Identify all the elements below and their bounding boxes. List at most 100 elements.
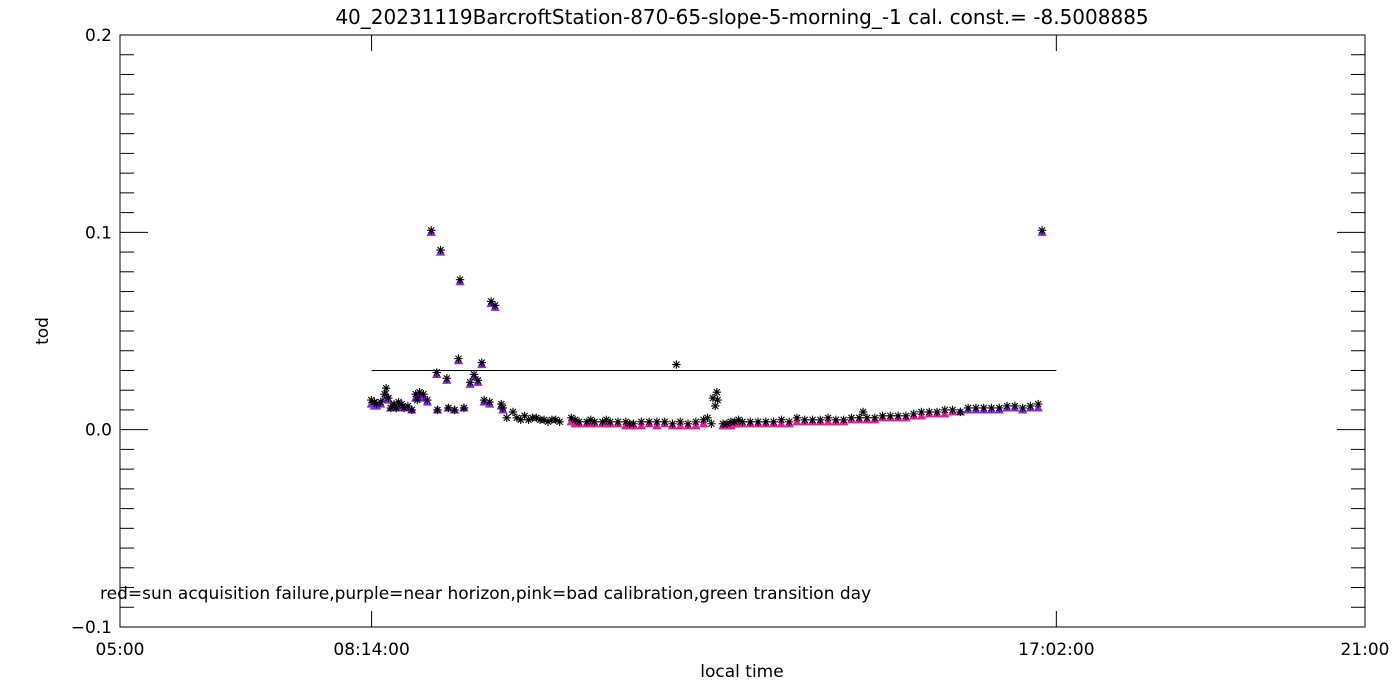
data-point-all [407,405,416,415]
data-point-all [956,407,965,417]
data-point-all [520,411,529,421]
data-point-all [555,417,564,426]
data-point-all [598,417,607,426]
data-point-all [1033,399,1043,409]
data-point-all [753,417,763,426]
data-point-all [367,395,376,405]
data-point-all [543,417,553,426]
data-point-all [539,415,549,424]
data-point-all [399,403,409,413]
data-point-all [376,397,385,407]
data-point-all [668,419,677,428]
data-point-all [862,413,872,423]
data-point-all [995,403,1004,413]
data-point-all [761,417,771,426]
data-point-all [971,403,981,413]
data-point-all [516,415,525,424]
data-point-all [738,417,747,426]
y-tick-label: 0.2 [85,26,112,46]
data-point-all [792,413,802,423]
data-point-all [909,409,918,419]
data-point-all [722,419,732,428]
data-point-all [498,403,508,413]
data-point-all [839,415,848,424]
data-point-all [571,415,580,424]
data-point-all [389,399,399,409]
data-point-all [459,403,469,413]
data-point-all [427,226,436,235]
data-point-all [652,417,662,426]
color-legend-note: red=sun acquisition failure,purple=near … [100,584,871,604]
data-point-all [473,376,483,385]
data-point-all [380,389,389,399]
y-axis-label: tod [33,317,53,345]
data-point-all [455,275,465,284]
data-point-all [644,417,654,426]
data-point-all [450,405,459,415]
data-point-all [1037,226,1047,235]
data-point-all [917,407,926,417]
data-point-all [524,415,533,424]
data-point-all [574,417,584,426]
data-point-all [497,399,506,409]
axis-ticks [119,34,1366,628]
data-point-all [847,413,856,423]
data-point-all [606,417,615,426]
data-point-all [582,417,592,426]
data-point-all [963,403,973,413]
data-point-all [415,387,424,397]
data-point-all [769,417,778,426]
data-point-all [397,399,406,409]
data-point-all [1002,401,1012,411]
data-point-all [551,415,560,424]
data-point-all [691,417,701,426]
data-point-all [676,417,685,426]
x-tick-label: 21:00 [1341,640,1390,660]
data-point-all [940,405,950,415]
series-all [367,226,1047,428]
data-point-all [932,407,942,417]
data-point-all [384,393,393,403]
x-tick-label: 05:00 [96,640,145,660]
data-point-all [925,407,934,417]
data-point-all [602,415,611,424]
data-point-all [433,405,442,415]
data-point-all [479,395,489,405]
axis-tick-labels: 05:00 08:14:00 17:02:00 21:00 −0.1 0.0 0.1 0.2 [71,26,1390,660]
data-point-all [413,395,422,405]
data-point-all [411,389,420,399]
data-point-all [508,407,518,417]
data-point-all [746,417,755,426]
data-point-all [386,403,395,413]
data-point-all [730,417,739,426]
data-point-all [708,393,718,403]
data-point-all [707,419,716,428]
data-point-all [621,417,630,426]
data-point-all [590,417,599,426]
data-point-all [403,401,413,411]
data-point-all [823,413,833,423]
data-point-all [777,415,786,424]
data-point-all [381,384,391,393]
data-point-all [1010,401,1020,411]
data-point-all [784,417,794,426]
data-point-all [1026,401,1035,411]
data-point-all [512,413,522,423]
data-point-all [532,413,541,423]
data-point-all [454,354,463,363]
data-point-all [432,368,441,377]
data-point-all [490,301,500,310]
y-tick-label: −0.1 [71,618,112,638]
data-point-all [1018,403,1027,413]
data-point-all [586,415,595,424]
data-point-all [502,413,511,423]
data-point-all [436,245,445,255]
data-point-all [672,360,681,369]
data-point-all [713,395,722,405]
data-point-all [423,395,432,405]
data-point-all [987,403,996,413]
data-point-all [712,387,722,397]
data-point-all [893,411,903,421]
data-point-all [979,403,988,413]
